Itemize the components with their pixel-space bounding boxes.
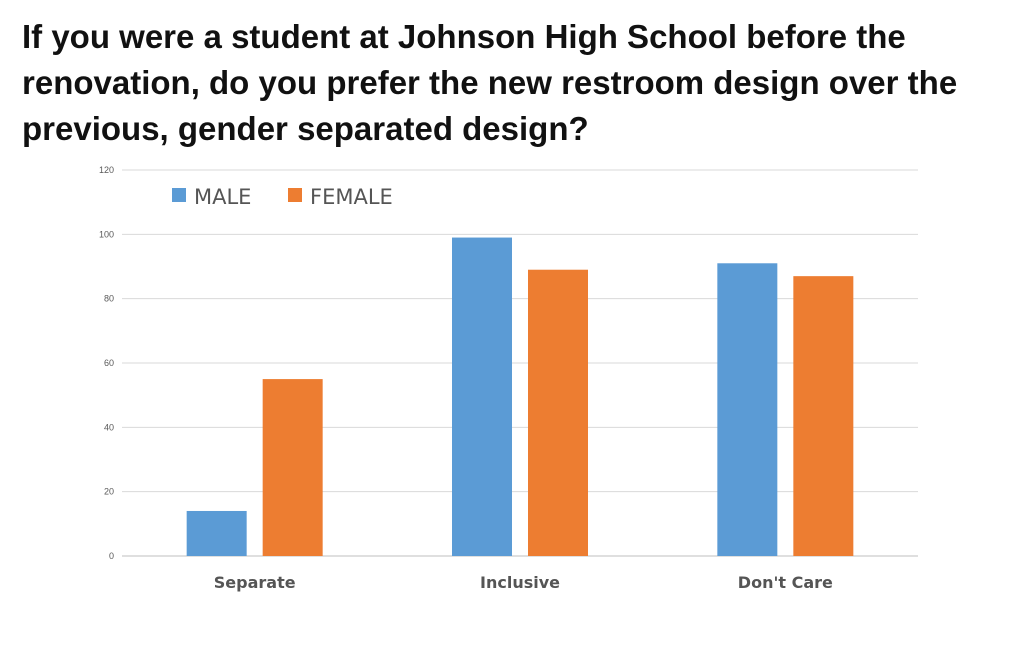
gridlines xyxy=(122,169,918,557)
x-category-label: Don't Care xyxy=(738,573,833,592)
legend-swatch-male xyxy=(172,188,186,202)
bar-male-separate xyxy=(186,510,247,556)
bars xyxy=(186,237,854,557)
bar-female-separate xyxy=(262,379,323,556)
x-category-label: Separate xyxy=(214,573,296,592)
bar-male-inclusive xyxy=(452,237,512,557)
y-tick-label: 0 xyxy=(109,551,114,561)
y-tick-label: 60 xyxy=(104,358,114,368)
legend-label-male: MALE xyxy=(194,185,251,209)
legend: MALE FEMALE xyxy=(172,185,393,209)
x-axis-categories: Separate Inclusive Don't Care xyxy=(214,573,833,592)
x-category-label: Inclusive xyxy=(480,573,560,592)
y-tick-label: 20 xyxy=(104,487,114,497)
bar-male-don-t-care xyxy=(717,263,778,556)
legend-label-female: FEMALE xyxy=(310,185,393,209)
bar-female-don-t-care xyxy=(793,276,854,556)
y-tick-label: 40 xyxy=(104,422,114,432)
y-tick-label: 100 xyxy=(99,229,114,239)
y-tick-label: 80 xyxy=(104,294,114,304)
y-axis-ticks: 0 20 40 60 80 100 120 xyxy=(99,165,114,561)
chart-title: If you were a student at Johnson High Sc… xyxy=(22,18,958,147)
y-tick-label: 120 xyxy=(99,165,114,175)
bar-female-inclusive xyxy=(528,269,588,556)
legend-swatch-female xyxy=(288,188,302,202)
